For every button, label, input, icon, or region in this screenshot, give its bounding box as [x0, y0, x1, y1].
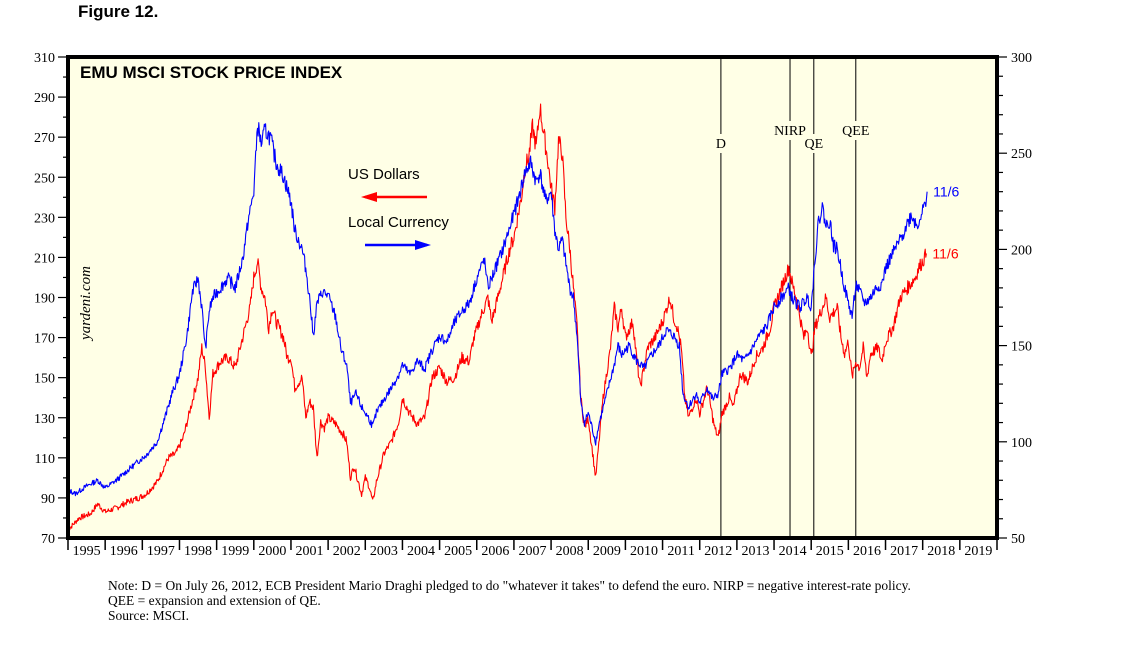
x-tick-label: 2006 [481, 544, 509, 559]
x-tick-label: 2019 [964, 544, 992, 559]
left-tick-label: 70 [41, 532, 55, 547]
left-tick-label: 150 [34, 372, 55, 387]
x-tick-label: 2011 [667, 544, 694, 559]
left-tick-label: 130 [34, 412, 55, 427]
left-tick-label: 90 [41, 492, 55, 507]
notes: Note: D = On July 26, 2012, ECB Presiden… [108, 578, 911, 623]
x-tick-label: 2009 [593, 544, 621, 559]
figure-label: Figure 12. [78, 2, 159, 21]
left-tick-label: 230 [34, 211, 55, 226]
left-tick-label: 170 [34, 332, 55, 347]
watermark: yardeni.com [78, 266, 94, 342]
note-line-2: QEE = expansion and extension of QE. [108, 593, 321, 608]
right-tick-label: 200 [1011, 243, 1032, 258]
right-tick-label: 300 [1011, 51, 1032, 66]
left-axis: 70 90 110 130 150 170 190 210 230 250 270 290 310 [34, 51, 68, 547]
series-line-us-dollars [67, 103, 927, 532]
left-tick-label: 270 [34, 131, 55, 146]
x-tick-label: 2005 [444, 544, 472, 559]
x-tick-label: 1995 [73, 544, 101, 559]
x-tick-label: 2001 [296, 544, 324, 559]
legend: US Dollars Local Currency [348, 166, 449, 250]
left-tick-label: 210 [34, 251, 55, 266]
x-tick-label: 1999 [221, 544, 249, 559]
x-tick-label: 2000 [258, 544, 286, 559]
x-tick-label: 2015 [816, 544, 844, 559]
x-tick-label: 2010 [630, 544, 658, 559]
right-tick-label: 150 [1011, 340, 1032, 355]
right-tick-label: 250 [1011, 147, 1032, 162]
event-label: QEE [842, 124, 869, 139]
x-tick-label: 1998 [184, 544, 212, 559]
end-label-us-dollars: 11/6 [932, 245, 958, 261]
left-tick-label: 110 [35, 452, 55, 467]
x-tick-label: 2007 [519, 544, 547, 559]
left-tick-label: 290 [34, 91, 55, 106]
series-line-local-currency [67, 122, 928, 497]
right-axis: 50 100 150 200 250 300 [997, 51, 1032, 547]
x-tick-label: 2017 [890, 544, 918, 559]
x-tick-label: 2014 [779, 544, 807, 559]
legend-label: Local Currency [348, 214, 449, 231]
plot-background [68, 57, 997, 538]
left-tick-label: 310 [34, 51, 55, 66]
left-tick-label: 190 [34, 292, 55, 307]
arrow-right-icon [415, 240, 431, 250]
plot-frame [66, 55, 999, 540]
note-line-3: Source: MSCI. [108, 608, 189, 623]
x-axis: 1995 1996 1997 1998 1999 2000 2001 2002 2003 2004… [67, 538, 998, 559]
x-tick-label: 2013 [741, 544, 769, 559]
x-tick-label: 1996 [110, 544, 138, 559]
end-label-local-currency: 11/6 [933, 184, 959, 200]
note-line-1: Note: D = On July 26, 2012, ECB Presiden… [108, 578, 911, 593]
chart-title: EMU MSCI STOCK PRICE INDEX [80, 63, 343, 82]
series-group: 11/6 11/6 [67, 103, 960, 532]
event-label: QE [804, 137, 823, 152]
x-tick-label: 2016 [853, 544, 881, 559]
x-tick-label: 1997 [147, 544, 175, 559]
legend-label: US Dollars [348, 166, 420, 183]
x-tick-label: 2003 [370, 544, 398, 559]
x-tick-label: 2004 [407, 544, 435, 559]
right-tick-label: 100 [1011, 436, 1032, 451]
x-tick-label: 2002 [333, 544, 361, 559]
x-tick-label: 2008 [556, 544, 584, 559]
x-tick-label: 2018 [927, 544, 955, 559]
left-tick-label: 250 [34, 171, 55, 186]
event-label: NIRP [774, 124, 806, 139]
arrow-left-icon [361, 192, 377, 202]
right-tick-label: 50 [1011, 532, 1025, 547]
event-label: D [716, 137, 726, 152]
x-tick-label: 2012 [704, 544, 732, 559]
